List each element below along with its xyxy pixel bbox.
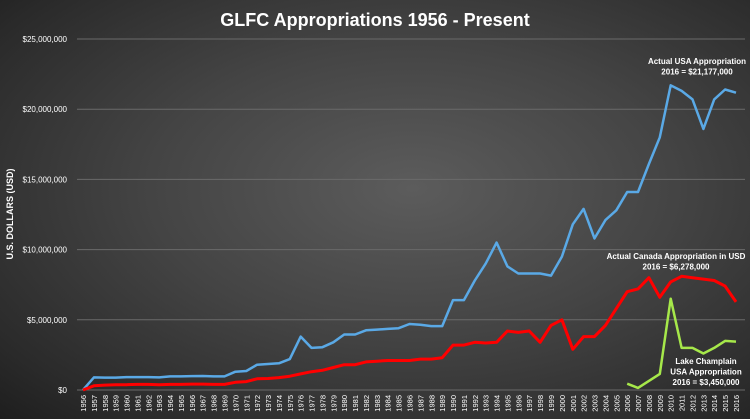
- x-tick-label: 1988: [427, 395, 436, 412]
- x-tick-label: 1957: [90, 395, 99, 412]
- annotation-canada: 2016 = $6,278,000: [643, 263, 711, 272]
- x-tick-label: 1962: [144, 395, 153, 412]
- x-tick-label: 1970: [231, 395, 240, 412]
- x-tick-label: 2011: [678, 395, 687, 411]
- x-tick-label: 2008: [645, 395, 654, 412]
- x-tick-label: 1958: [101, 395, 110, 412]
- x-tick-label: 1972: [253, 395, 262, 412]
- x-tick-label: 2007: [634, 395, 643, 412]
- x-tick-label: 1979: [329, 395, 338, 412]
- x-tick-label: 2006: [623, 395, 632, 412]
- x-tick-label: 1980: [340, 395, 349, 412]
- x-tick-label: 2015: [721, 395, 730, 412]
- x-tick-label: 1985: [395, 395, 404, 412]
- x-tick-label: 2016: [732, 395, 741, 412]
- annotation-usa: Actual USA Appropriation: [648, 57, 746, 66]
- x-tick-label: 2000: [558, 395, 567, 412]
- x-tick-label: 1999: [547, 395, 556, 412]
- x-tick-label: 1983: [373, 395, 382, 412]
- x-tick-label: 1968: [210, 395, 219, 412]
- x-tick-label: 2014: [710, 395, 719, 412]
- annotation-champlain: USA Appropriation: [670, 368, 742, 377]
- x-tick-label: 2002: [580, 395, 589, 412]
- x-tick-label: 1989: [438, 395, 447, 412]
- x-tick-label: 2004: [601, 395, 610, 412]
- x-tick-label: 1974: [275, 395, 284, 412]
- y-tick-label: $25,000,000: [23, 35, 68, 44]
- x-tick-label: 1991: [460, 395, 469, 412]
- y-tick-label: $0: [58, 386, 67, 395]
- chart-title: GLFC Appropriations 1956 - Present: [220, 10, 529, 30]
- y-tick-label: $15,000,000: [23, 175, 68, 184]
- series-line-usa: [82, 84, 737, 391]
- y-axis-label: U.S. DOLLARS (USD): [5, 168, 15, 259]
- x-tick-label: 2010: [667, 395, 676, 412]
- x-tick-label: 1967: [199, 395, 208, 412]
- x-tick-label: 1977: [308, 395, 317, 412]
- x-tick-label: 1994: [493, 395, 502, 412]
- x-tick-label: 1982: [362, 395, 371, 412]
- x-tick-label: 1995: [503, 395, 512, 412]
- x-tick-label: 1976: [297, 395, 306, 412]
- x-tick-label: 2003: [591, 395, 600, 412]
- x-tick-label: 1971: [242, 395, 251, 412]
- x-tick-label: 1966: [188, 395, 197, 412]
- x-tick-label: 1993: [482, 395, 491, 412]
- x-tick-label: 1996: [514, 395, 523, 412]
- x-tick-label: 1984: [384, 395, 393, 412]
- series-line-canada: [82, 274, 738, 392]
- annotation-champlain: 2016 = $3,450,000: [673, 378, 741, 387]
- x-tick-label: 1960: [123, 395, 132, 412]
- x-tick-label: 2009: [656, 395, 665, 412]
- y-tick-label: $10,000,000: [23, 246, 68, 255]
- y-tick-label: $20,000,000: [23, 105, 68, 114]
- annotation-usa: 2016 = $21,177,000: [661, 68, 733, 77]
- x-tick-label: 1997: [525, 395, 534, 412]
- x-tick-label: 1978: [318, 395, 327, 412]
- x-tick-label: 1998: [536, 395, 545, 412]
- x-tick-label: 1973: [264, 395, 273, 412]
- x-tick-label: 1992: [471, 395, 480, 412]
- x-tick-label: 1975: [286, 395, 295, 412]
- x-tick-label: 1963: [155, 395, 164, 412]
- x-tick-label: 1990: [449, 395, 458, 412]
- x-tick-label: 2013: [699, 395, 708, 412]
- x-tick-label: 2001: [569, 395, 578, 412]
- annotation-champlain: Lake Champlain: [675, 357, 736, 366]
- x-tick-label: 1965: [177, 395, 186, 412]
- x-tick-label: 1959: [112, 395, 121, 412]
- x-tick-label: 1964: [166, 395, 175, 412]
- x-tick-label: 1986: [406, 395, 415, 412]
- x-tick-label: 1969: [220, 395, 229, 412]
- x-tick-label: 1961: [133, 395, 142, 412]
- x-tick-label: 2005: [612, 395, 621, 412]
- x-tick-label: 1987: [416, 395, 425, 412]
- x-tick-label: 2012: [688, 395, 697, 412]
- x-tick-label: 1981: [351, 395, 360, 412]
- y-tick-label: $5,000,000: [27, 316, 68, 325]
- annotation-canada: Actual Canada Appropriation in USD: [607, 252, 746, 261]
- x-tick-label: 1956: [79, 395, 88, 412]
